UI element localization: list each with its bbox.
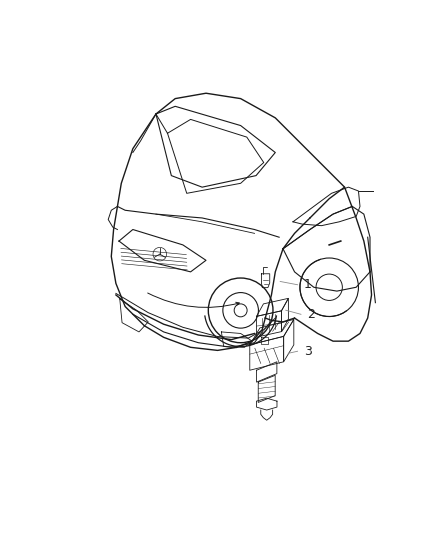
Text: 3: 3 — [304, 345, 311, 358]
Text: 1: 1 — [304, 278, 311, 291]
Text: 2: 2 — [307, 308, 315, 321]
